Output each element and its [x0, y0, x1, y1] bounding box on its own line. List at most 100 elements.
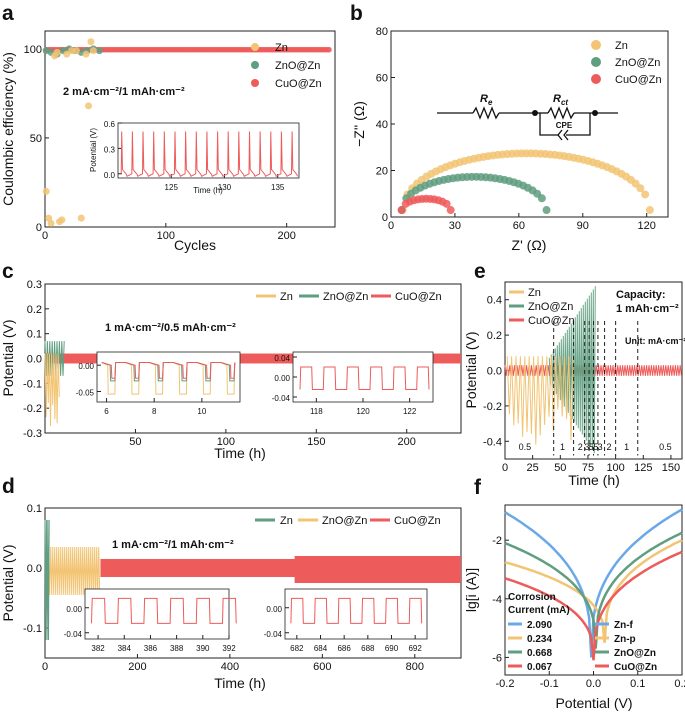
label-cpe: CPE: [556, 121, 573, 130]
legend-cuo-e: CuO@Zn: [528, 315, 575, 327]
b-ytick-label-2: 40: [376, 119, 388, 131]
a-inset-ytick-label-2: 0.6: [104, 120, 116, 129]
e-xtick-label-5: 125: [634, 462, 652, 474]
c-ytick-label-2: -0.1: [23, 378, 42, 390]
c-inset1-xtick-label-2: 10: [197, 407, 206, 416]
c-ytick-label-5: 0.2: [27, 304, 42, 316]
b-xtick-label-2: 60: [513, 220, 525, 232]
tafel-curve-2: [505, 533, 682, 649]
e-xtick-label-0: 0: [502, 462, 508, 474]
cuo-point: [326, 47, 332, 53]
corrosion-title-2: Current (mA): [508, 605, 570, 616]
legend-zno-c: ZnO@Zn: [323, 291, 368, 303]
legend-zn-d: Zn: [280, 515, 293, 527]
zn-point-9: [73, 47, 80, 54]
c-ytick-label-1: -0.2: [23, 403, 42, 415]
panel-label-f: f: [474, 476, 482, 499]
d-xtick-label-2: 400: [221, 661, 239, 673]
d-inset2-xtick-label-1: 684: [314, 644, 328, 653]
a-inset-xtick-label-2: 135: [271, 183, 285, 192]
zn-point-13: [87, 38, 94, 45]
c-xtick-label-3: 200: [398, 436, 416, 448]
panel-e: e 0 25 50 75 100 125 150-0.4-0.20.00.20.4 0.5 1…: [463, 260, 685, 488]
capacity-annotation: Capacity:: [616, 289, 666, 301]
y-axis-label-e: Potential (V): [463, 331, 479, 408]
x-axis-label-f: Potential (V): [555, 695, 632, 711]
d-inset1-xtick-label-1: 384: [118, 644, 132, 653]
zn-point-6: [58, 216, 65, 223]
legend-b: Zn ZnO@Zn CuO@Zn: [591, 40, 662, 86]
d-ytick-label-2: 0.1: [27, 503, 42, 515]
x-axis-label-e: Time (h): [568, 472, 620, 488]
zn-point-4: [54, 49, 61, 56]
c-inset2-ytick-label-0: 0.04: [274, 354, 290, 363]
c-inset2-xtick-label-1: 120: [356, 407, 370, 416]
zn-point-10: [78, 215, 85, 222]
y-axis-label-d: Potential (V): [0, 544, 16, 621]
b-ytick-label-0: 0: [382, 212, 388, 224]
zn-point-14: [90, 47, 97, 54]
rate-label-0: 0.5: [519, 442, 532, 452]
zn-point-12: [85, 102, 92, 109]
legend-e: Zn ZnO@Zn CuO@Zn: [509, 287, 575, 327]
equivalent-circuit: Re Rct CPE: [437, 93, 618, 140]
c-ytick-label-0: -0.3: [23, 428, 42, 440]
legend-marker-cuo: [251, 79, 259, 87]
f-xtick-label-4: 0.2: [674, 678, 685, 690]
cuo-band-d-wide: [295, 556, 461, 583]
b-xtick-label-4: 120: [638, 220, 656, 232]
zno-point-9: [96, 47, 103, 54]
panel-c: c 50 100 150 200 -0.3 -0.2 -0.1 0.0 0.1 0.2 0.3 Ti…: [0, 260, 461, 461]
condition-annotation-d: 1 mA·cm⁻²/1 mAh·cm⁻²: [112, 539, 234, 551]
y-axis-label-a: Coulombic efficiency (%): [0, 52, 16, 206]
data-marks-b: [398, 149, 654, 214]
a-inset-ytick-label-0: 0.0: [104, 171, 116, 180]
b-xtick-label-1: 30: [449, 220, 461, 232]
d-inset1-xtick-label-5: 392: [222, 644, 236, 653]
zn-point-2: [48, 220, 55, 227]
legend-name-f-1: Zn-p: [614, 634, 636, 645]
panel-label-b: b: [350, 2, 363, 25]
rate-label-9: 0.5: [659, 442, 672, 452]
a-ytick-label-1: 50: [30, 133, 42, 145]
f-xtick-label-0: -0.2: [496, 678, 515, 690]
e-ytick-label-1: -0.2: [483, 401, 502, 413]
zno-curve-d: [49, 547, 100, 595]
x-axis-label-b: Z' (Ω): [512, 237, 547, 253]
capacity-value: 1 mAh·cm⁻²: [616, 303, 679, 315]
zn-point-0: [43, 188, 50, 195]
legend-marker-zn: [251, 43, 259, 51]
inset2-frame-d: [285, 589, 427, 639]
legend-f: 2.090 Zn-f 0.234 Zn-p 0.668 ZnO@Zn 0.067 CuO@Zn: [508, 620, 657, 673]
legend-zn-b: Zn: [615, 40, 628, 52]
f-xtick-label-2: 0.0: [586, 678, 601, 690]
c-xtick-label-2: 150: [307, 436, 325, 448]
d-inset2-xtick-label-0: 682: [290, 644, 304, 653]
d-xtick-label-3: 600: [313, 661, 331, 673]
resistor-rct: [548, 108, 574, 118]
d-inset2-xtick-label-4: 690: [385, 644, 399, 653]
b-xtick-label-3: 90: [577, 220, 589, 232]
cpe-symbol-left: [558, 130, 562, 140]
legend-zno: ZnO@Zn: [275, 60, 320, 72]
a-ytick-label-0: 0: [36, 222, 42, 234]
unit-annotation-e: Unit: mA·cm⁻²: [625, 336, 685, 346]
c-ytick-label-4: 0.1: [27, 329, 42, 341]
eis-point-2: [447, 206, 455, 214]
legend-cuo: CuO@Zn: [275, 78, 322, 90]
corrosion-current-0: 2.090: [527, 620, 552, 631]
panel-label-d: d: [2, 475, 15, 498]
legend-marker-zno: [251, 61, 259, 69]
y-axis-label-b: −Z'' (Ω): [351, 101, 367, 147]
legend-d: Zn ZnO@Zn CuO@Zn: [255, 515, 441, 527]
panel-a: a 0 100 200 0 50 100 Cycles Coulombic efficie…: [0, 2, 335, 253]
d-inset1-xtick-label-4: 390: [196, 644, 210, 653]
d-inset1-ytick-label-1: -0.04: [64, 630, 83, 639]
legend-cuo-c: CuO@Zn: [395, 291, 442, 303]
zn-curve-c: [45, 354, 59, 427]
corrosion-current-2: 0.668: [527, 648, 552, 659]
y-axis-label-f: lg[i (A)]: [463, 568, 479, 612]
b-ytick-label-1: 20: [376, 166, 388, 178]
eis-point-0: [646, 206, 654, 214]
inset-y-label-a: Potential (V): [89, 128, 98, 172]
